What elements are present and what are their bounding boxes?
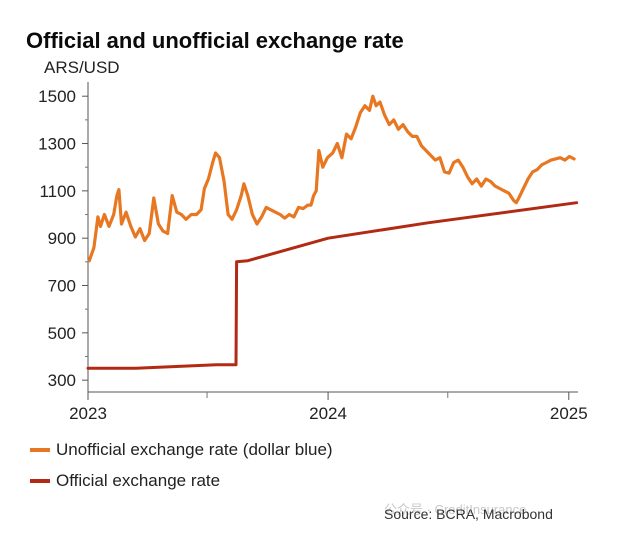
legend-swatch-official xyxy=(30,479,50,483)
official-rate-line xyxy=(86,201,579,370)
y-tick-label: 300 xyxy=(48,371,76,390)
source-note: Source: BCRA, Macrobond xyxy=(384,506,553,522)
x-tick-label: 2025 xyxy=(550,404,588,423)
unit-label: ARS/USD xyxy=(44,58,120,77)
watermark: 公众号 · CreditInsurance xyxy=(384,502,527,517)
y-tick-label: 500 xyxy=(48,324,76,343)
y-tick-label: 900 xyxy=(48,229,76,248)
y-tick-label: 1100 xyxy=(39,182,76,201)
y-tick-label: 700 xyxy=(48,277,76,296)
chart-title: Official and unofficial exchange rate xyxy=(26,28,404,53)
series-lines xyxy=(86,94,579,370)
legend-item-unofficial: Unofficial exchange rate (dollar blue) xyxy=(30,440,333,460)
axes: 300 500 700 900 1100 1300 1500 2023 2024 2025 xyxy=(38,82,588,423)
legend-label-unofficial: Unofficial exchange rate (dollar blue) xyxy=(56,440,333,459)
unofficial-rate-line xyxy=(87,94,576,263)
x-tick-label: 2024 xyxy=(309,404,347,423)
x-tick-label: 2023 xyxy=(69,404,107,423)
legend-label-official: Official exchange rate xyxy=(56,471,221,490)
legend-swatch-unofficial xyxy=(30,448,50,452)
y-tick-label: 1300 xyxy=(38,135,76,154)
legend-item-official: Official exchange rate xyxy=(30,471,220,491)
y-tick-label: 1500 xyxy=(38,87,76,106)
